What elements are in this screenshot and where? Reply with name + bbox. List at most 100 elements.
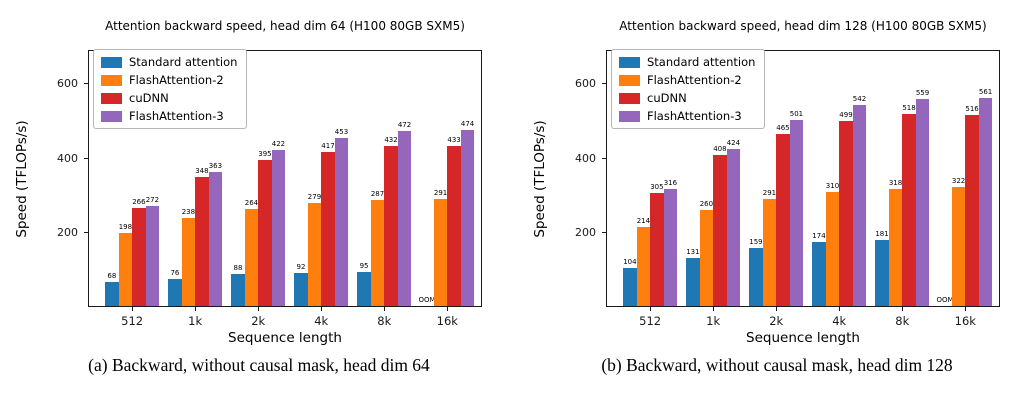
bar-value-label: 453	[334, 128, 349, 137]
x-tick-label: 2k	[251, 314, 266, 328]
bar	[397, 131, 412, 306]
bar	[384, 146, 398, 306]
bar	[686, 258, 700, 306]
bar-value-label: 316	[663, 179, 678, 188]
legend-swatch	[619, 74, 640, 86]
x-tick-mark	[383, 307, 385, 311]
legend-swatch	[619, 56, 640, 68]
x-tick-mark	[775, 307, 777, 311]
bar	[334, 138, 349, 306]
bar-value-label: 287	[370, 190, 385, 199]
x-tick-label: 8k	[377, 314, 392, 328]
bar-value-label: 131	[686, 248, 700, 257]
legend-label: FlashAttention-2	[647, 73, 742, 87]
bar	[839, 121, 853, 306]
bar-value-label: 559	[915, 88, 930, 97]
bar-value-label: 432	[384, 136, 398, 145]
bar	[447, 145, 461, 306]
plot-area	[88, 50, 482, 307]
chart-title: Attention backward speed, head dim 64 (H…	[105, 19, 465, 33]
x-tick-label: 1k	[706, 314, 721, 328]
bar	[370, 200, 385, 306]
bar-value-label: 318	[888, 178, 903, 187]
bar-value-label: 95	[359, 261, 369, 270]
legend-swatch	[101, 56, 122, 68]
bar	[231, 274, 245, 306]
bar-value-label: 92	[296, 262, 306, 271]
x-tick-mark	[131, 307, 133, 311]
y-tick-mark	[84, 83, 88, 85]
x-tick-mark	[712, 307, 714, 311]
bar	[965, 114, 979, 306]
x-tick-mark	[649, 307, 651, 311]
bar-value-label: 433	[447, 135, 461, 144]
bar	[978, 98, 993, 306]
y-tick-mark	[602, 83, 606, 85]
bar	[181, 218, 196, 306]
legend-swatch	[619, 92, 640, 104]
legend: Standard attention FlashAttention-2 cuDNN F…	[611, 49, 766, 129]
legend-label: Standard attention	[647, 55, 756, 69]
bar-value-label: 408	[713, 145, 727, 154]
bar-value-label: 516	[965, 104, 979, 113]
bar-value-label: 363	[208, 161, 223, 170]
legend-label: FlashAttention-3	[129, 109, 224, 123]
x-tick-label: 2k	[769, 314, 784, 328]
y-axis-label: Speed (TFLOPs/s)	[14, 119, 30, 238]
bar	[852, 105, 867, 306]
bar	[749, 247, 763, 306]
bar-value-label: 88	[233, 264, 243, 273]
legend-label: FlashAttention-3	[647, 109, 742, 123]
bar	[623, 268, 637, 306]
bar-value-label: 272	[145, 195, 160, 204]
x-tick-label: 512	[121, 314, 144, 328]
legend-item: FlashAttention-3	[619, 109, 755, 123]
y-tick-label: 200	[57, 226, 78, 239]
y-tick-mark	[84, 232, 88, 233]
x-tick-mark	[446, 307, 448, 311]
x-tick-mark	[320, 307, 322, 311]
bar-value-label: 561	[978, 88, 993, 97]
legend-item: FlashAttention-2	[101, 73, 237, 87]
x-tick-label: 8k	[895, 314, 910, 328]
legend: Standard attention FlashAttention-2 cuDNN F…	[93, 49, 248, 129]
bar-value-label: 322	[951, 177, 966, 186]
bar-value-label: 279	[307, 193, 322, 202]
legend-swatch	[101, 110, 122, 122]
y-tick-label: 400	[57, 151, 78, 165]
caption-a: (a) Backward, without causal mask, head …	[88, 355, 430, 375]
bar	[271, 149, 286, 306]
bar-value-label: 238	[181, 208, 196, 217]
bar	[776, 133, 790, 306]
figure-b: Attention backward speed, head dim 128 (…	[518, 0, 1036, 408]
bar-value-label: 474	[460, 120, 475, 129]
bar	[713, 155, 727, 306]
oom-label: OOM	[936, 296, 954, 304]
bar	[460, 130, 475, 306]
x-tick-label: 4k	[832, 314, 847, 328]
bar	[145, 205, 160, 306]
bar	[168, 278, 182, 306]
x-tick-mark	[964, 307, 966, 311]
figure-a: Attention backward speed, head dim 64 (H…	[14, 19, 482, 375]
bar	[258, 159, 272, 306]
bar-value-label: 501	[789, 110, 804, 119]
bar	[663, 189, 678, 306]
bar	[812, 242, 826, 306]
y-tick-mark	[602, 157, 606, 159]
bar	[244, 208, 259, 306]
bar-value-label: 68	[107, 271, 117, 280]
bar	[762, 198, 777, 306]
x-tick-mark	[194, 307, 196, 311]
legend-label: FlashAttention-2	[129, 73, 224, 87]
bar	[789, 120, 804, 306]
legend-item: FlashAttention-2	[619, 73, 755, 87]
oom-label: OOM	[418, 296, 436, 304]
bar-value-label: 76	[170, 268, 180, 277]
bar	[825, 191, 840, 306]
legend-label: cuDNN	[129, 91, 169, 105]
bar-value-label: 291	[762, 188, 777, 197]
bar-value-label: 291	[433, 188, 448, 197]
bar	[132, 207, 146, 306]
x-tick-label: 4k	[314, 314, 329, 328]
